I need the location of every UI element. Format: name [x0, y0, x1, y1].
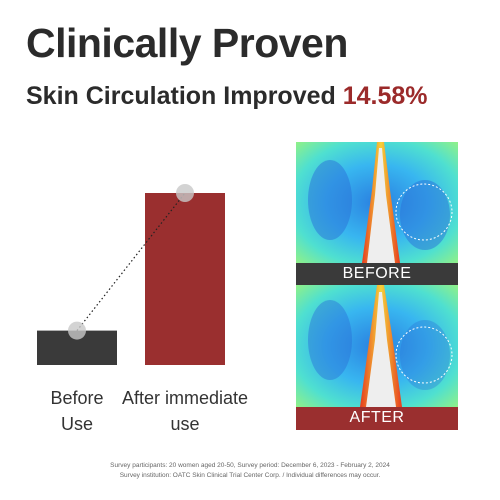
after-label: AFTER — [349, 409, 405, 426]
footnote: Survey participants: 20 women aged 20-50… — [110, 462, 390, 469]
highlight: 14.58% — [342, 82, 428, 110]
footnote: Survey institution: OATC Skin Clinical T… — [119, 472, 381, 479]
subtitle: Skin Circulation Improved — [26, 82, 336, 110]
after-label-bar — [296, 407, 458, 430]
before-label-bar — [296, 263, 458, 285]
category-label: After immediate use — [121, 388, 249, 434]
connector — [76, 192, 186, 331]
after-image — [296, 285, 458, 407]
title: Clinically Proven — [26, 20, 348, 66]
before-label: BEFORE — [342, 265, 412, 282]
marker — [176, 184, 194, 202]
before-image — [296, 142, 458, 263]
bar — [145, 193, 225, 365]
subtitle-line: Skin Circulation Improved 14.58% — [26, 82, 428, 111]
marker — [68, 321, 86, 340]
category-label: Before Use — [50, 388, 104, 434]
